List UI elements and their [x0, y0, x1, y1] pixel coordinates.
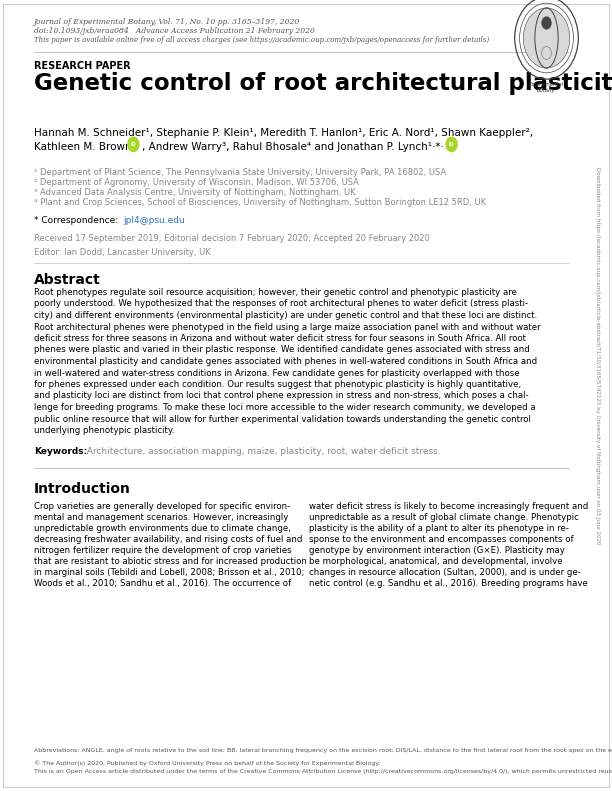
Text: in marginal soils (Tebildi and Lobell, 2008; Brisson et al., 2010;: in marginal soils (Tebildi and Lobell, 2…	[34, 568, 304, 577]
Circle shape	[446, 138, 457, 152]
Text: Journal of Experimental Botany, Vol. 71, No. 10 pp. 3165–3197, 2020: Journal of Experimental Botany, Vol. 71,…	[34, 18, 300, 26]
Text: city) and different environments (environmental plasticity) are under genetic co: city) and different environments (enviro…	[34, 311, 537, 320]
Text: netic control (e.g. Sandhu et al., 2016). Breeding programs have: netic control (e.g. Sandhu et al., 2016)…	[309, 579, 588, 588]
Text: jpl4@psu.edu: jpl4@psu.edu	[124, 216, 185, 225]
Text: for phenes expressed under each condition. Our results suggest that phenotypic p: for phenes expressed under each conditio…	[34, 380, 521, 389]
Text: poorly understood. We hypothesized that the responses of root architectural phen: poorly understood. We hypothesized that …	[34, 300, 528, 308]
Circle shape	[542, 47, 551, 59]
Text: This is an Open Access article distributed under the terms of the Creative Commo: This is an Open Access article distribut…	[34, 769, 612, 774]
Circle shape	[542, 17, 551, 29]
Text: , Andrew Warry³, Rahul Bhosale⁴ and Jonathan P. Lynch¹·*·: , Andrew Warry³, Rahul Bhosale⁴ and Jona…	[142, 142, 444, 152]
Text: deficit stress for three seasons in Arizona and without water deficit stress for: deficit stress for three seasons in Ariz…	[34, 334, 526, 343]
Text: Introduction: Introduction	[34, 483, 130, 496]
Text: iD: iD	[449, 142, 455, 147]
Text: decreasing freshwater availability, and rising costs of fuel and: decreasing freshwater availability, and …	[34, 535, 302, 544]
Text: public online resource that will allow for further experimental validation towar: public online resource that will allow f…	[34, 414, 531, 423]
Text: doi:10.1093/jxb/eraa084   Advance Access Publication 21 February 2020: doi:10.1093/jxb/eraa084 Advance Access P…	[34, 27, 315, 35]
Text: © The Author(s) 2020. Published by Oxford University Press on behalf of the Soci: © The Author(s) 2020. Published by Oxfor…	[34, 760, 380, 766]
Text: and plasticity loci are distinct from loci that control phene expression in stre: and plasticity loci are distinct from lo…	[34, 392, 528, 400]
Text: nitrogen fertilizer require the development of crop varieties: nitrogen fertilizer require the developm…	[34, 546, 291, 555]
Text: * Correspondence:: * Correspondence:	[34, 216, 121, 225]
Text: Experimental
Botany: Experimental Botany	[529, 82, 564, 93]
Text: ⁴ Plant and Crop Sciences, School of Biosciences, University of Nottingham, Sutt: ⁴ Plant and Crop Sciences, School of Bio…	[34, 198, 486, 207]
Text: ¹ Department of Plant Science, The Pennsylvania State University, University Par: ¹ Department of Plant Science, The Penns…	[34, 168, 446, 177]
Text: Root architectural phenes were phenotyped in the field using a large maize assoc: Root architectural phenes were phenotype…	[34, 323, 540, 331]
Text: Crop varieties are generally developed for specific environ-: Crop varieties are generally developed f…	[34, 502, 290, 511]
Text: This paper is available online free of all access charges (see https://academic.: This paper is available online free of a…	[34, 36, 489, 44]
Circle shape	[523, 8, 570, 68]
Text: environmental plasticity and candidate genes associated with phenes in well-wate: environmental plasticity and candidate g…	[34, 357, 537, 366]
Text: Kathleen M. Brown¹·: Kathleen M. Brown¹·	[34, 142, 139, 152]
Text: Genetic control of root architectural plasticity in maize: Genetic control of root architectural pl…	[34, 72, 612, 95]
FancyBboxPatch shape	[3, 4, 609, 787]
Text: iD: iD	[130, 142, 136, 147]
Circle shape	[128, 138, 139, 152]
Text: be morphological, anatomical, and developmental, involve: be morphological, anatomical, and develo…	[309, 557, 562, 566]
Text: Woods et al., 2010; Sandhu et al., 2016). The occurrence of: Woods et al., 2010; Sandhu et al., 2016)…	[34, 579, 291, 588]
Text: plasticity is the ability of a plant to alter its phenotype in re-: plasticity is the ability of a plant to …	[309, 524, 569, 533]
Text: unpredictable growth environments due to climate change,: unpredictable growth environments due to…	[34, 524, 291, 533]
Text: changes in resource allocation (Sultan, 2000), and is under ge-: changes in resource allocation (Sultan, …	[309, 568, 581, 577]
Text: underlying phenotypic plasticity.: underlying phenotypic plasticity.	[34, 426, 174, 435]
Text: mental and management scenarios. However, increasingly: mental and management scenarios. However…	[34, 513, 288, 522]
Text: Root phenotypes regulate soil resource acquisition; however, their genetic contr: Root phenotypes regulate soil resource a…	[34, 288, 517, 297]
Text: Hannah M. Schneider¹, Stephanie P. Klein¹, Meredith T. Hanlon¹, Eric A. Nord¹, S: Hannah M. Schneider¹, Stephanie P. Klein…	[34, 128, 533, 138]
Text: Received 17 September 2019; Editorial decision 7 February 2020; Accepted 20 Febr: Received 17 September 2019; Editorial de…	[34, 234, 430, 243]
Text: phenes were plastic and varied in their plastic response. We identified candidat: phenes were plastic and varied in their …	[34, 346, 529, 354]
Text: lenge for breeding programs. To make these loci more accessible to the wider res: lenge for breeding programs. To make the…	[34, 403, 536, 412]
Text: in well-watered and water-stress conditions in Arizona. Few candidate genes for : in well-watered and water-stress conditi…	[34, 369, 520, 377]
Text: genotype by environment interaction (G×E). Plasticity may: genotype by environment interaction (G×E…	[309, 546, 565, 555]
Text: RESEARCH PAPER: RESEARCH PAPER	[34, 61, 130, 71]
Text: Abstract: Abstract	[34, 273, 100, 287]
Text: Downloaded from https://academic.oup.com/jxb/article-abstract/71/10/3165/5742125: Downloaded from https://academic.oup.com…	[595, 167, 600, 545]
Text: water deficit stress is likely to become increasingly frequent and: water deficit stress is likely to become…	[309, 502, 588, 511]
Text: Keywords:: Keywords:	[34, 448, 87, 456]
Text: unpredictable as a result of global climate change. Phenotypic: unpredictable as a result of global clim…	[309, 513, 579, 522]
Text: ³ Advanced Data Analysis Centre, University of Nottingham, Nottingham, UK: ³ Advanced Data Analysis Centre, Univers…	[34, 188, 356, 197]
Text: Editor: Ian Dodd, Lancaster University, UK: Editor: Ian Dodd, Lancaster University, …	[34, 248, 211, 257]
Text: sponse to the environment and encompasses components of: sponse to the environment and encompasse…	[309, 535, 573, 544]
Text: Abbreviations: ANGLE, angle of roots relative to the soil line; BB, lateral bran: Abbreviations: ANGLE, angle of roots rel…	[34, 748, 612, 753]
Text: that are resistant to abiotic stress and for increased production: that are resistant to abiotic stress and…	[34, 557, 307, 566]
Text: ² Department of Agronomy, University of Wisconsin, Madison, WI 53706, USA: ² Department of Agronomy, University of …	[34, 178, 359, 187]
Text: Architecture, association mapping, maize, plasticity, root, water deficit stress: Architecture, association mapping, maize…	[81, 448, 441, 456]
